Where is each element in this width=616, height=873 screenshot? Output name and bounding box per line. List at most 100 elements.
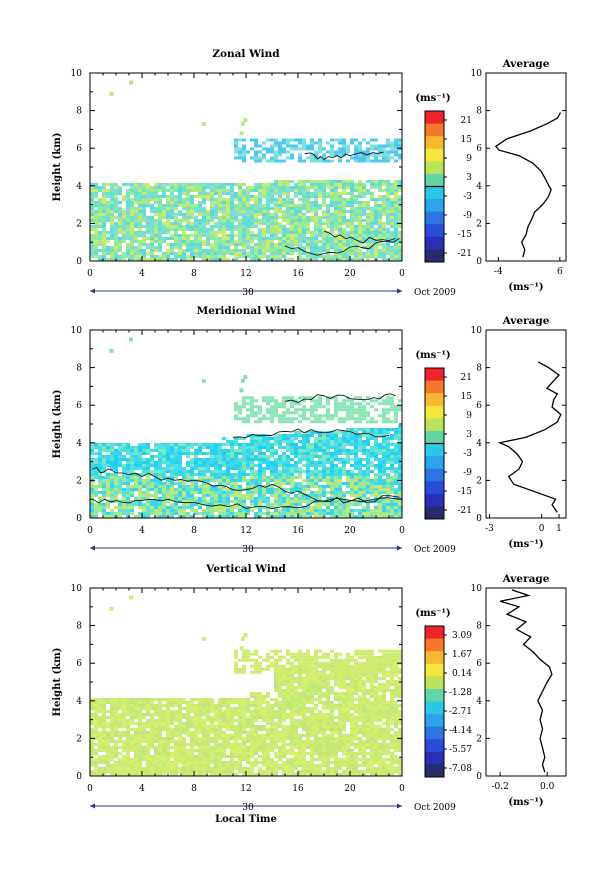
heatmap-cell [242,446,246,449]
heatmap-cell [318,240,322,243]
heatmap-cell [242,494,246,497]
heatmap-cell [94,494,98,497]
heatmap-cell [146,755,150,758]
heatmap-cell [310,396,314,400]
heatmap-cell [138,482,142,485]
heatmap-cell [318,234,322,237]
colorbar-tick-label: 9 [466,411,472,421]
heatmap-cell [150,228,154,231]
heatmap-cell [366,437,370,440]
heatmap-cell [246,449,250,452]
heatmap-cell [154,207,158,210]
heatmap-cell [358,156,362,160]
heatmap-cell [158,707,162,710]
heatmap-cell [238,452,242,455]
heatmap-cell [178,761,182,764]
heatmap-cell [274,159,278,163]
heatmap-cell [154,704,158,707]
heatmap-cell [394,255,398,258]
heatmap-cell [362,446,366,449]
heatmap-cell [130,216,134,219]
heatmap-cell [326,434,330,437]
heatmap-cell [302,434,306,437]
heatmap-cell [174,243,178,246]
heatmap-cell [278,485,282,488]
heatmap-cell [270,417,274,421]
heatmap-cell [346,491,350,494]
heatmap-cell [390,246,394,249]
heatmap-cell [370,210,374,213]
heatmap-cell [90,219,94,222]
heatmap-cell [170,461,174,464]
heatmap-cell [190,225,194,228]
heatmap-cell [298,414,302,418]
heatmap-cell [138,249,142,252]
heatmap-cell [110,258,114,261]
heatmap-cell [226,216,230,219]
heatmap-cell [202,482,206,485]
heatmap-cell [202,225,206,228]
heatmap-cell [354,452,358,455]
heatmap-cell [346,506,350,509]
heatmap-cell [350,141,354,145]
heatmap-cell [386,258,390,261]
heatmap-cell [302,446,306,449]
heatmap-cell [282,479,286,482]
heatmap-cell [126,470,130,473]
heatmap-cell [134,246,138,249]
heatmap-cell [362,411,366,415]
heatmap-cell [150,240,154,243]
heatmap-cell [194,503,198,506]
heatmap-cell [346,443,350,446]
heatmap-cell [182,731,186,734]
heatmap-cell [342,408,346,412]
heatmap-cell [326,455,330,458]
heatmap-cell [194,500,198,503]
heatmap-cell [174,764,178,767]
heatmap-cell [242,420,246,424]
heatmap-cell [298,147,302,151]
heatmap-cell [290,240,294,243]
heatmap-cell [158,240,162,243]
heatmap-cell [174,252,178,255]
heatmap-cell [178,467,182,470]
heatmap-cell [294,464,298,467]
heatmap-cell [246,189,250,192]
heatmap-cell [290,204,294,207]
heatmap-cell [382,488,386,491]
heatmap-cell [298,228,302,231]
heatmap-cell [390,252,394,255]
heatmap-cell [378,213,382,216]
heatmap-cell [146,761,150,764]
heatmap-cell [210,491,214,494]
heatmap-cell [166,222,170,225]
heatmap-cell [218,225,222,228]
heatmap-cell [138,443,142,446]
heatmap-cell [314,159,318,163]
heatmap-cell [302,234,306,237]
heatmap-cell [118,449,122,452]
heatmap-cell [270,476,274,479]
heatmap-cell [158,476,162,479]
heatmap-cell [302,231,306,234]
heatmap-cell [178,449,182,452]
heatmap-cell [390,503,394,506]
heatmap-cell [194,234,198,237]
heatmap-cell [338,431,342,434]
heatmap-cell [310,491,314,494]
heatmap-cell [202,485,206,488]
heatmap-cell [302,411,306,415]
heatmap-cell [98,749,102,752]
heatmap-cell [242,500,246,503]
heatmap-cell [350,192,354,195]
heatmap-cell [350,449,354,452]
heatmap-cell [230,243,234,246]
heatmap-cell [186,767,190,770]
heatmap-cell [274,237,278,240]
heatmap-cell [122,725,126,728]
heatmap-cell [306,147,310,151]
heatmap-cell [258,234,262,237]
heatmap-cell [366,204,370,207]
heatmap-cell [306,255,310,258]
heatmap-cell [318,249,322,252]
